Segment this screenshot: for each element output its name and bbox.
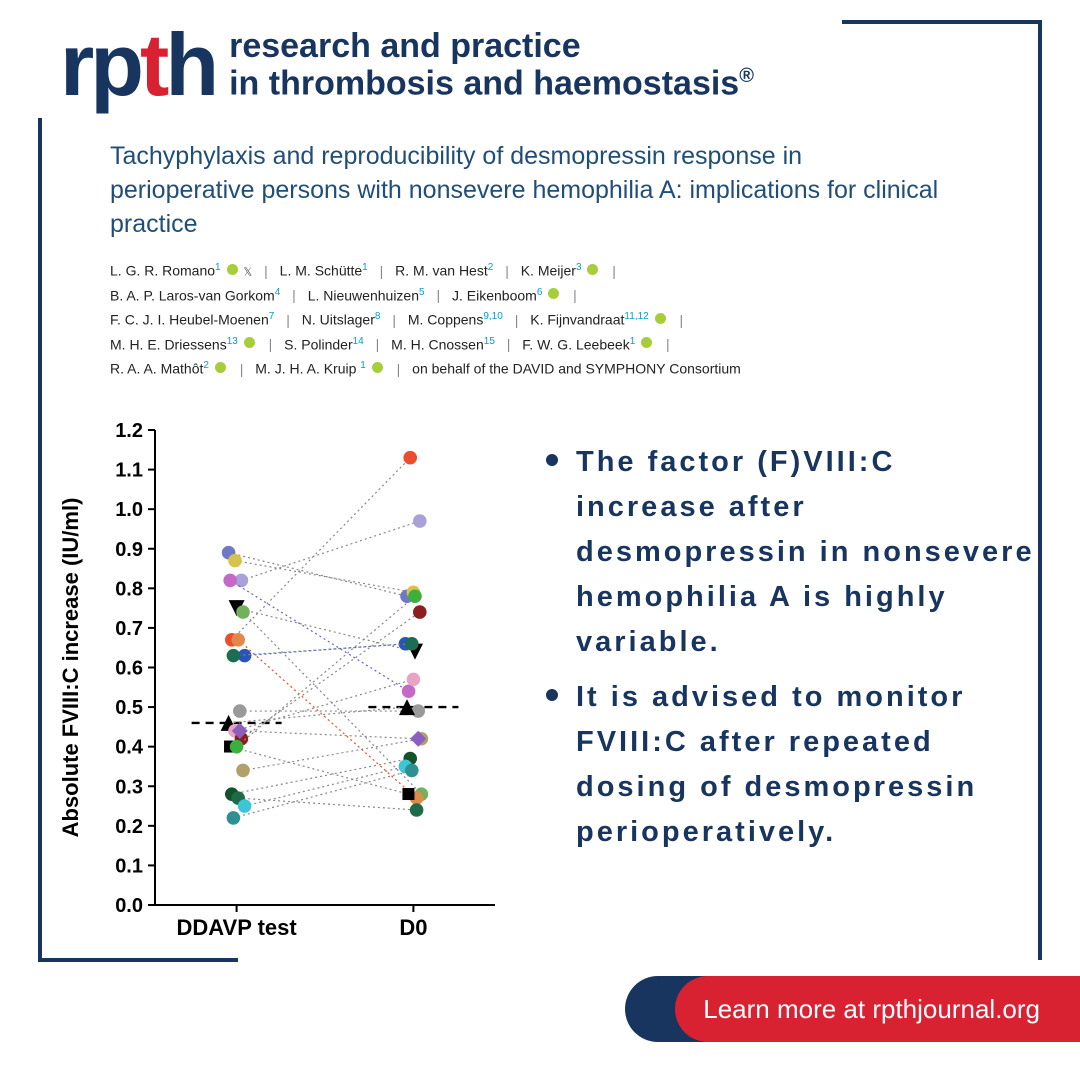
bullet-item: The factor (F)VIII:C increase after desm…: [540, 440, 1040, 665]
logo-h: h: [165, 15, 215, 114]
frame-border-top: [842, 20, 1042, 24]
key-findings: The factor (F)VIII:C increase after desm…: [540, 420, 1040, 960]
cta-text: Learn more at rpthjournal.org: [703, 994, 1040, 1025]
svg-text:0.3: 0.3: [115, 776, 143, 798]
svg-text:0.9: 0.9: [115, 539, 143, 561]
svg-text:0.8: 0.8: [115, 578, 143, 600]
bullet-item: It is advised to monitor FVIII:C after r…: [540, 675, 1040, 855]
svg-text:1.1: 1.1: [115, 460, 143, 482]
content-row: 0.0 0.1 0.2 0.3 0.4 0.5 0.6 0.7 0.8 0.9 1.0 1.1 1.2 D…: [50, 420, 1040, 960]
svg-text:0.0: 0.0: [115, 895, 143, 917]
logo-r: r: [60, 15, 90, 114]
author-list: L. G. R. Romano1 𝕏 | L. M. Schütte1 | R.…: [110, 259, 950, 381]
svg-text:0.7: 0.7: [115, 618, 143, 640]
cta-banner: Learn more at rpthjournal.org: [625, 976, 1080, 1042]
journal-name: research and practice in thrombosis and …: [229, 28, 754, 103]
article-title: Tachyphylaxis and reproducibility of des…: [110, 140, 950, 241]
rpth-logo: rpth: [60, 28, 215, 103]
journal-line2: in thrombosis and haemostasis: [229, 65, 739, 103]
bullet-list: The factor (F)VIII:C increase after desm…: [540, 440, 1040, 854]
svg-text:1.2: 1.2: [115, 420, 143, 442]
svg-text:1.0: 1.0: [115, 499, 143, 521]
fviii-chart: 0.0 0.1 0.2 0.3 0.4 0.5 0.6 0.7 0.8 0.9 1.0 1.1 1.2 D…: [50, 420, 520, 960]
journal-header: rpth research and practice in thrombosis…: [60, 28, 754, 103]
svg-text:0.4: 0.4: [115, 737, 144, 759]
svg-text:Absolute FVIII:C increase (IU/: Absolute FVIII:C increase (IU/ml): [58, 498, 83, 838]
chart-svg: 0.0 0.1 0.2 0.3 0.4 0.5 0.6 0.7 0.8 0.9 1.0 1.1 1.2 D…: [50, 420, 520, 960]
logo-t: t: [140, 15, 165, 114]
svg-text:0.6: 0.6: [115, 658, 143, 680]
svg-text:0.1: 0.1: [115, 855, 143, 877]
svg-text:D0: D0: [399, 915, 427, 940]
journal-line1: research and practice: [229, 27, 581, 65]
svg-text:0.5: 0.5: [115, 697, 143, 719]
registered-mark: ®: [739, 65, 754, 87]
cta-link[interactable]: Learn more at rpthjournal.org: [675, 976, 1080, 1042]
svg-text:DDAVP test: DDAVP test: [176, 915, 297, 940]
article-block: Tachyphylaxis and reproducibility of des…: [110, 140, 950, 382]
logo-p: p: [90, 15, 140, 114]
svg-text:0.2: 0.2: [115, 816, 143, 838]
frame-border-left: [38, 118, 42, 962]
